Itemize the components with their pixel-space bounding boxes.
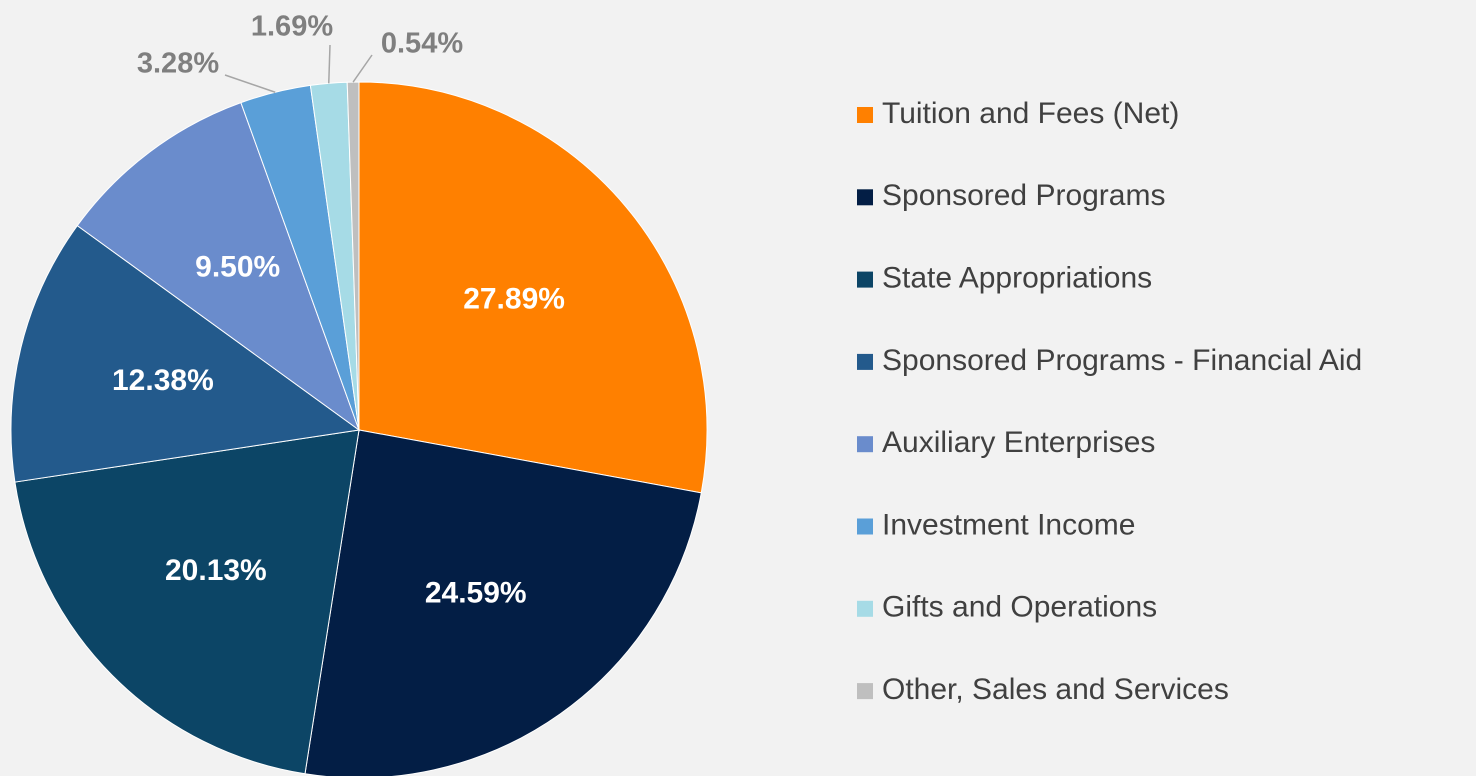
data-label: 24.59% [425,577,527,610]
data-label: 0.54% [381,28,463,60]
legend-label: Sponsored Programs [882,179,1165,212]
legend-swatch [857,271,873,288]
legend-swatch [857,518,873,535]
legend-label: Sponsored Programs - Financial Aid [882,344,1362,377]
legend-label: State Appropriations [882,262,1152,295]
legend-label: Other, Sales and Services [882,673,1229,706]
legend-label: Gifts and Operations [882,591,1157,624]
data-label: 20.13% [165,554,267,587]
leader-line [352,54,373,83]
leader-line [328,44,331,84]
data-label: 12.38% [112,364,214,397]
legend-swatch [857,683,873,700]
leader-line [224,74,276,93]
pie-slice [76,102,361,432]
legend-swatch [857,600,873,617]
data-label: 1.69% [251,11,333,43]
pie-slice [304,429,702,776]
legend-swatch [857,436,873,453]
pie-slice [358,81,708,494]
data-label: 9.50% [195,251,280,284]
legend-swatch [857,353,873,370]
pie-slice [10,224,361,483]
legend-swatch [857,107,873,123]
data-label: 3.28% [137,48,219,80]
legend-label: Investment Income [882,508,1135,541]
pie-slice [14,429,360,775]
data-label: 27.89% [463,283,565,316]
legend-label: Tuition and Fees (Net) [882,97,1179,130]
legend-swatch [857,189,873,206]
legend-label: Auxiliary Enterprises [882,426,1155,459]
